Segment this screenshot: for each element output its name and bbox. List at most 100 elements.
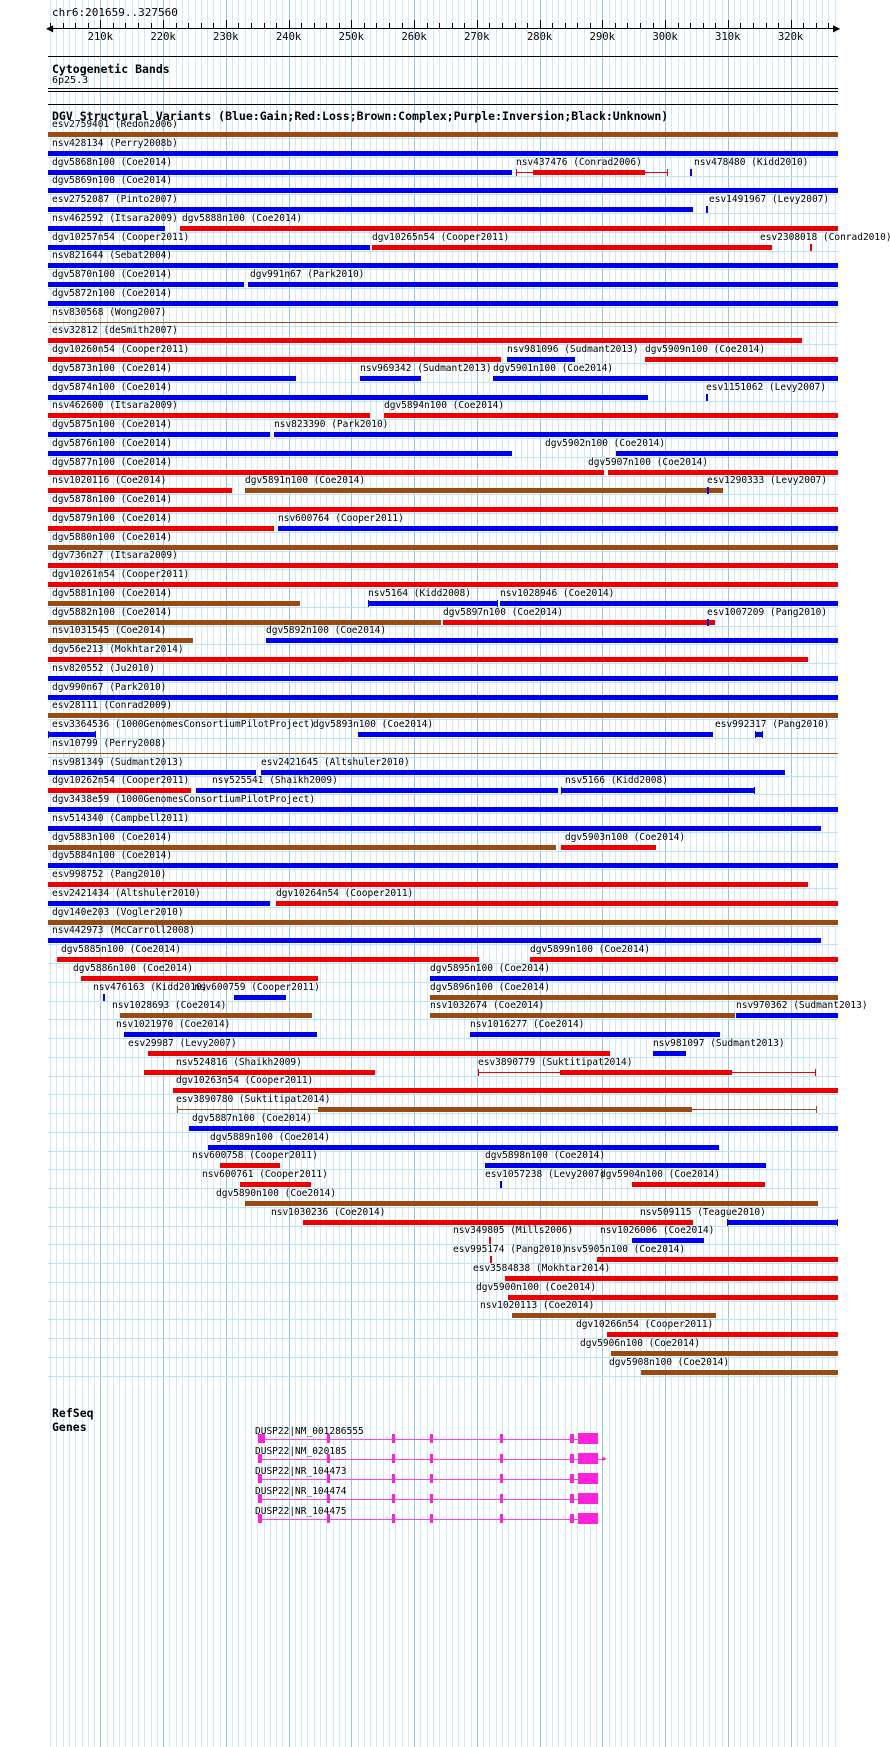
variant-bar[interactable] [560, 1069, 732, 1075]
variant-bar[interactable] [430, 1013, 735, 1019]
variant-bar[interactable] [48, 263, 838, 269]
variant-row[interactable]: dgv5869n100 (Coe2014) [0, 176, 890, 196]
gene-exon[interactable] [578, 1453, 598, 1465]
variant-row[interactable]: esv28111 (Conrad2009) [0, 701, 890, 721]
variant-bar[interactable] [641, 1369, 838, 1375]
variant-point-marker[interactable] [707, 487, 709, 495]
variant-row[interactable]: dgv5883n100 (Coe2014) dgv5903n100 (Coe201… [0, 832, 890, 852]
gene-row[interactable]: DUSP22|NR_104475 [0, 1506, 890, 1526]
gene-exon[interactable] [392, 1474, 395, 1484]
variant-bar[interactable] [645, 357, 838, 362]
variant-bar[interactable] [48, 600, 300, 606]
variant-bar[interactable] [48, 544, 838, 550]
variant-row[interactable]: nsv1020116 (Coe2014) dgv5891n100 (Coe2014… [0, 476, 890, 496]
variant-bar[interactable] [48, 638, 193, 644]
variant-bar[interactable] [48, 675, 838, 681]
variant-point-marker[interactable] [500, 1181, 502, 1188]
variant-bar[interactable] [124, 1032, 317, 1037]
variant-bar[interactable] [48, 413, 370, 419]
variant-bar[interactable] [561, 844, 656, 850]
variant-bar[interactable] [470, 1032, 720, 1037]
variant-bar[interactable] [616, 450, 838, 456]
variant-row[interactable]: esv2421434 (Altshuler2010) dgv10264n54 (C… [0, 888, 890, 908]
variant-row[interactable]: dgv140e203 (Vogler2010) [0, 907, 890, 927]
variant-row[interactable]: nsv428134 (Perry2008b) [0, 138, 890, 158]
variant-bar[interactable] [48, 338, 802, 344]
variant-point-marker[interactable] [490, 1256, 492, 1263]
gene-exon[interactable] [327, 1454, 330, 1464]
variant-point-marker[interactable] [103, 993, 105, 1001]
variant-bar[interactable] [240, 1182, 311, 1187]
gene-row[interactable]: DUSP22|NR_104473 [0, 1466, 890, 1486]
variant-row[interactable]: nsv1028693 (Coe2014) nsv1032674 (Coe2014)… [0, 1001, 890, 1021]
variant-bar[interactable] [81, 975, 318, 981]
gene-exon[interactable] [430, 1474, 433, 1484]
variant-bar[interactable] [597, 1257, 838, 1262]
variant-row[interactable]: esv3890780 (Suktitipat2014) [0, 1095, 890, 1114]
variant-bar[interactable] [48, 863, 838, 869]
variant-row[interactable]: dgv10263n54 (Cooper2011) [0, 1076, 890, 1096]
variant-bar[interactable] [276, 900, 838, 906]
variant-row[interactable]: nsv524816 (Shaikh2009) esv3890779 (Suktit… [0, 1057, 890, 1077]
variant-row[interactable]: nsv476163 (Kidd2010) nsv600759 (Cooper201… [0, 982, 890, 1002]
variant-row[interactable]: nsv820552 (Ju2010) [0, 663, 890, 683]
variant-point-marker[interactable] [690, 168, 692, 176]
variant-row[interactable]: nsv462600 (Itsara2009) dgv5894n100 (Coe20… [0, 401, 890, 421]
variant-row[interactable]: dgv5906n100 (Coe2014) [0, 1338, 890, 1358]
gene-exon[interactable] [430, 1514, 433, 1524]
gene-exon[interactable] [578, 1513, 598, 1525]
variant-point-marker[interactable] [810, 243, 812, 251]
variant-row[interactable]: nsv10799 (Perry2008) [0, 738, 890, 758]
variant-row[interactable]: dgv5900n100 (Coe2014) [0, 1282, 890, 1302]
variant-row[interactable]: dgv5873n100 (Coe2014) nsv969342 (Sudmant2… [0, 363, 890, 383]
variant-row[interactable]: dgv5889n100 (Coe2014) [0, 1132, 890, 1152]
variant-row[interactable]: nsv1031545 (Coe2014) dgv5892n100 (Coe2014… [0, 626, 890, 646]
variant-row[interactable]: nsv981349 (Sudmant2013) esv2421645 (Altsh… [0, 757, 890, 777]
variant-row[interactable]: esv29987 (Levy2007) nsv981097 (Sudmant201… [0, 1038, 890, 1058]
variant-row[interactable]: esv995174 (Pang2010) nsv5905n100 (Coe2014… [0, 1245, 890, 1264]
variant-row[interactable]: dgv5875n100 (Coe2014) nsv823390 (Park2010… [0, 420, 890, 439]
variant-bar[interactable] [48, 394, 648, 400]
variant-bar[interactable] [48, 357, 501, 362]
variant-bar[interactable] [48, 169, 512, 175]
variant-bar[interactable] [632, 1182, 765, 1187]
variant-bar[interactable] [220, 1163, 280, 1169]
variant-bar[interactable] [245, 1200, 818, 1206]
variant-bar[interactable] [208, 1144, 719, 1150]
variant-bar[interactable] [48, 825, 821, 831]
variant-bar[interactable] [607, 1332, 838, 1337]
variant-bar[interactable] [180, 225, 838, 231]
gene-exon[interactable] [258, 1494, 262, 1504]
variant-bar[interactable] [755, 732, 763, 737]
variant-bar[interactable] [57, 957, 479, 962]
variant-bar[interactable] [48, 694, 838, 700]
gene-exon[interactable] [327, 1514, 330, 1524]
variant-row[interactable]: esv2752087 (Pinto2007) esv1491967 (Levy20… [0, 195, 890, 214]
variant-bar[interactable] [261, 769, 785, 775]
gene-exon[interactable] [430, 1454, 433, 1464]
variant-bar[interactable] [727, 1219, 838, 1225]
variant-bar[interactable] [608, 469, 838, 475]
variant-row[interactable]: dgv5874n100 (Coe2014) esv1151062 (Levy200… [0, 382, 890, 402]
gene-exon[interactable] [258, 1474, 262, 1484]
gene-exon[interactable] [258, 1514, 262, 1524]
gene-exon[interactable] [262, 1434, 265, 1444]
gene-exon[interactable] [500, 1454, 503, 1464]
gene-row[interactable]: DUSP22|NR_104474 [0, 1486, 890, 1506]
variant-bar[interactable] [48, 469, 604, 475]
variant-row[interactable]: dgv5882n100 (Coe2014) dgv5897n100 (Coe201… [0, 607, 890, 627]
gene-row[interactable]: DUSP22|NM_001286555 [0, 1426, 890, 1446]
variant-row[interactable]: esv32812 (deSmith2007) [0, 326, 890, 346]
variant-row[interactable]: nsv1021970 (Coe2014) nsv1016277 (Coe2014) [0, 1020, 890, 1039]
variant-row[interactable]: dgv10257n54 (Cooper2011) dgv10265n54 (Coo… [0, 232, 890, 252]
variant-bar[interactable] [368, 600, 498, 606]
variant-bar[interactable] [533, 169, 645, 175]
gene-exon[interactable] [570, 1434, 574, 1444]
variant-row[interactable]: dgv5877n100 (Coe2014) dgv5907n100 (Coe201… [0, 457, 890, 477]
variant-row[interactable]: dgv10266n54 (Cooper2011) [0, 1320, 890, 1339]
gene-exon[interactable] [578, 1433, 598, 1445]
variant-point-marker[interactable] [489, 1237, 491, 1245]
variant-bar[interactable] [512, 1313, 716, 1319]
variant-bar[interactable] [507, 357, 575, 362]
variant-point-marker[interactable] [707, 618, 709, 626]
